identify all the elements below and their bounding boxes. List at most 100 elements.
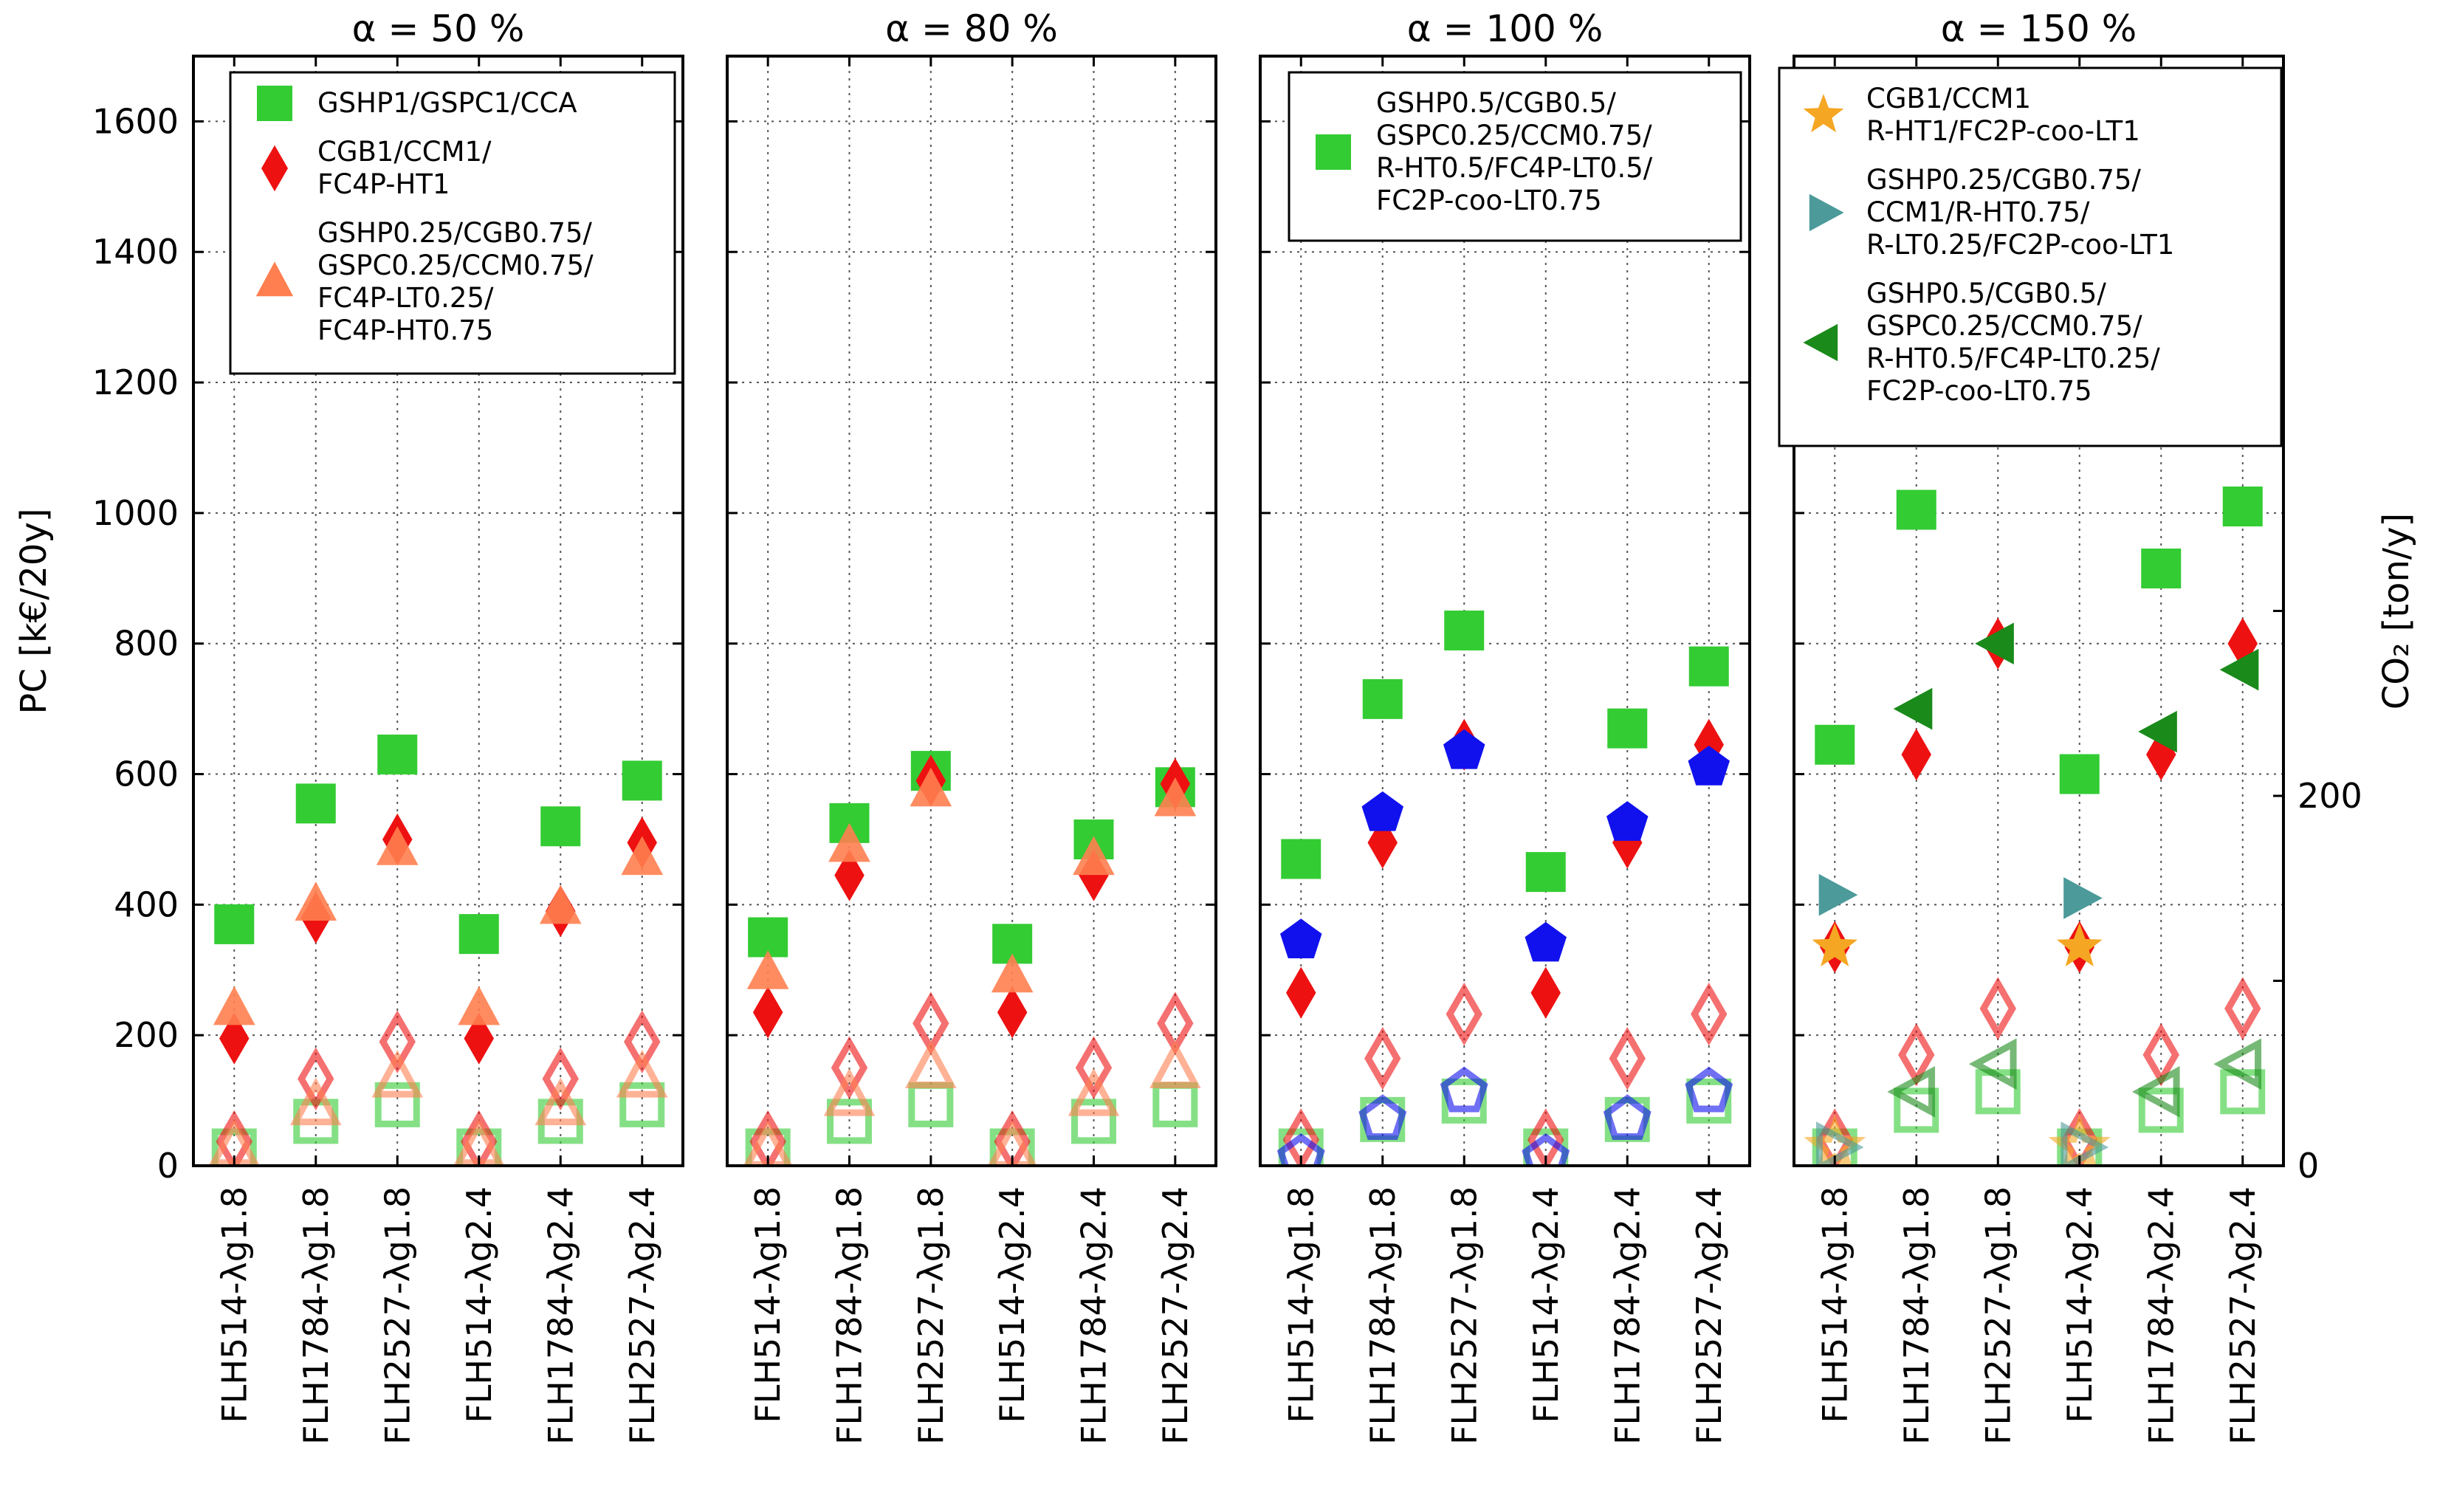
x-tick-label: FLH1784-λg1.8 <box>1363 1186 1403 1445</box>
pc-point <box>1975 622 2014 665</box>
pc-point <box>1901 728 1931 781</box>
co2-point <box>1149 1040 1201 1089</box>
pc-point <box>1688 646 1729 687</box>
co2-point <box>827 1099 872 1144</box>
legend-label: GSHP0.5/CGB0.5/GSPC0.25/CCM0.75/R-HT0.5/… <box>1866 278 2160 407</box>
co2-point <box>1685 1066 1733 1113</box>
pc-point <box>1606 801 1649 841</box>
co2-point <box>1968 1038 2017 1090</box>
legend-marker <box>1809 193 1844 232</box>
pc-point <box>2222 487 2263 527</box>
x-tick-label: FLH1784-λg1.8 <box>830 1186 870 1445</box>
x-tick-label: FLH514-λg1.8 <box>1815 1186 1855 1423</box>
panel-frame <box>726 55 1217 1167</box>
co2-point <box>2131 1065 2180 1118</box>
co2-point <box>1975 1069 2021 1115</box>
x-tick-label: FLH2527-λg1.8 <box>1978 1186 2018 1445</box>
panel-title: α = 150 % <box>1941 7 2137 50</box>
x-tick-label: FLH514-λg1.8 <box>1281 1186 1321 1423</box>
legend-label: CGB1/CCM1/FC4P-HT1 <box>317 136 492 200</box>
pc-point <box>1525 852 1566 893</box>
pc-point <box>752 986 783 1039</box>
y-tick-label: 1400 <box>92 232 179 272</box>
pc-point <box>213 986 255 1025</box>
pc-point <box>1286 966 1316 1019</box>
pc-point <box>2056 923 2103 967</box>
x-tick-label: FLH1784-λg1.8 <box>296 1186 336 1445</box>
pc-point <box>2219 648 2259 691</box>
legend-marker <box>255 261 294 297</box>
text-layer: α = 50 % FLH514-λg1.8 FLH1784-λg1.8 FLH2527… <box>13 7 2417 1445</box>
co2-point <box>374 1082 420 1127</box>
pc-point <box>1896 489 1936 530</box>
x-tick-label: FLH514-λg2.4 <box>459 1186 499 1423</box>
co2-point <box>1358 1094 1407 1141</box>
pc-point <box>539 884 582 924</box>
x-tick-label: FLH514-λg2.4 <box>1526 1186 1566 1423</box>
panel-title: α = 100 % <box>1407 7 1603 50</box>
pc-point <box>992 924 1033 964</box>
co2-point <box>1691 982 1728 1046</box>
co2-point <box>1686 1078 1732 1124</box>
co2-point <box>1979 977 2016 1040</box>
right-y-tick-label: 0 <box>2297 1146 2319 1186</box>
legend-box <box>229 71 676 375</box>
y-left-label: PC [k€/20y] <box>13 508 55 714</box>
co2-point <box>994 1110 1031 1166</box>
pc-point <box>748 917 788 958</box>
legend-label: CGB1/CCM1 R-HT1/FC2P-coo-LT1 <box>1866 83 2140 147</box>
pc-point <box>2059 754 2100 794</box>
y-tick-label: 400 <box>114 884 179 924</box>
pc-point <box>622 760 662 801</box>
y-tick-label: 800 <box>114 624 179 664</box>
co2-point <box>2138 1087 2184 1133</box>
y-tick-label: 200 <box>114 1015 179 1055</box>
pc-point <box>1688 745 1730 786</box>
pc-point <box>1079 849 1109 901</box>
marks-layer <box>208 395 2266 1166</box>
co2-point <box>379 1010 416 1073</box>
legend-marker <box>257 86 292 121</box>
pc-point <box>1361 791 1403 831</box>
frame-layer <box>192 55 2285 1167</box>
x-tick-label: FLH2527-λg2.4 <box>1689 1186 1729 1445</box>
co2-point <box>2224 977 2261 1040</box>
pc-point <box>1281 839 1321 879</box>
legend: CGB1/CCM1 R-HT1/FC2P-coo-LT1 GSHP0.25/CGB0… <box>1778 66 2283 447</box>
pc-point <box>458 986 501 1025</box>
co2-point <box>1071 1099 1116 1144</box>
co2-point <box>1364 1026 1401 1090</box>
y-tick-label: 1000 <box>92 493 179 533</box>
legend-marker <box>261 145 288 192</box>
panel-marks <box>1804 395 2266 1166</box>
pc-point <box>1280 918 1322 959</box>
pc-point <box>621 836 664 876</box>
x-tick-label: FLH2527-λg2.4 <box>622 1186 662 1445</box>
x-tick-label: FLH514-λg2.4 <box>992 1186 1032 1423</box>
co2-point <box>823 1068 876 1116</box>
co2-point <box>1522 1133 1570 1166</box>
legend-box <box>1288 71 1742 242</box>
co2-point <box>1075 1036 1113 1100</box>
x-tick-label: FLH1784-λg2.4 <box>1607 1186 1647 1445</box>
pc-point <box>2063 877 2103 919</box>
legend-layer: GSHP1/GSPC1/CCA CGB1/CCM1/FC4P-HT1 GSHP0.2… <box>229 66 2283 447</box>
pc-point <box>1154 777 1197 817</box>
co2-point <box>535 1077 587 1126</box>
pc-point <box>295 882 337 921</box>
co2-point <box>624 1010 661 1073</box>
pc-point <box>1818 873 1858 916</box>
co2-point <box>1815 1121 1864 1166</box>
legend-marker <box>1803 323 1838 362</box>
y-tick-label: 600 <box>114 755 179 794</box>
co2-point <box>289 1077 342 1126</box>
pc-point <box>214 904 255 944</box>
pc-point <box>1443 729 1485 769</box>
panel-marks <box>743 751 1201 1166</box>
legend-box <box>1778 66 2283 447</box>
x-tick-label: FLH514-λg1.8 <box>748 1186 788 1423</box>
x-tick-label: FLH1784-λg2.4 <box>1074 1186 1114 1445</box>
x-tick-label: FLH1784-λg2.4 <box>540 1186 580 1445</box>
x-tick-label: FLH514-λg1.8 <box>214 1186 254 1423</box>
